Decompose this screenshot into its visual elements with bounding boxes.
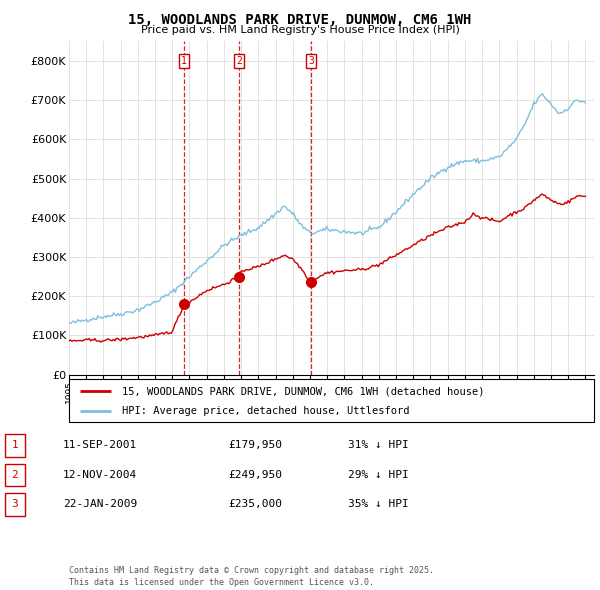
Text: Contains HM Land Registry data © Crown copyright and database right 2025.
This d: Contains HM Land Registry data © Crown c… bbox=[69, 566, 434, 587]
Text: £235,000: £235,000 bbox=[228, 500, 282, 509]
Text: 2: 2 bbox=[11, 470, 19, 480]
Text: 11-SEP-2001: 11-SEP-2001 bbox=[63, 441, 137, 450]
Text: Price paid vs. HM Land Registry's House Price Index (HPI): Price paid vs. HM Land Registry's House … bbox=[140, 25, 460, 35]
Text: HPI: Average price, detached house, Uttlesford: HPI: Average price, detached house, Uttl… bbox=[121, 406, 409, 416]
FancyBboxPatch shape bbox=[69, 379, 594, 422]
Text: 15, WOODLANDS PARK DRIVE, DUNMOW, CM6 1WH: 15, WOODLANDS PARK DRIVE, DUNMOW, CM6 1W… bbox=[128, 13, 472, 27]
Text: 12-NOV-2004: 12-NOV-2004 bbox=[63, 470, 137, 480]
Text: 15, WOODLANDS PARK DRIVE, DUNMOW, CM6 1WH (detached house): 15, WOODLANDS PARK DRIVE, DUNMOW, CM6 1W… bbox=[121, 386, 484, 396]
Text: £179,950: £179,950 bbox=[228, 441, 282, 450]
Text: £249,950: £249,950 bbox=[228, 470, 282, 480]
Text: 31% ↓ HPI: 31% ↓ HPI bbox=[348, 441, 409, 450]
Text: 1: 1 bbox=[11, 441, 19, 450]
Text: 3: 3 bbox=[308, 56, 314, 66]
Text: 35% ↓ HPI: 35% ↓ HPI bbox=[348, 500, 409, 509]
Text: 1: 1 bbox=[181, 56, 187, 66]
Text: 22-JAN-2009: 22-JAN-2009 bbox=[63, 500, 137, 509]
Text: 2: 2 bbox=[236, 56, 242, 66]
Text: 3: 3 bbox=[11, 500, 19, 509]
Text: 29% ↓ HPI: 29% ↓ HPI bbox=[348, 470, 409, 480]
